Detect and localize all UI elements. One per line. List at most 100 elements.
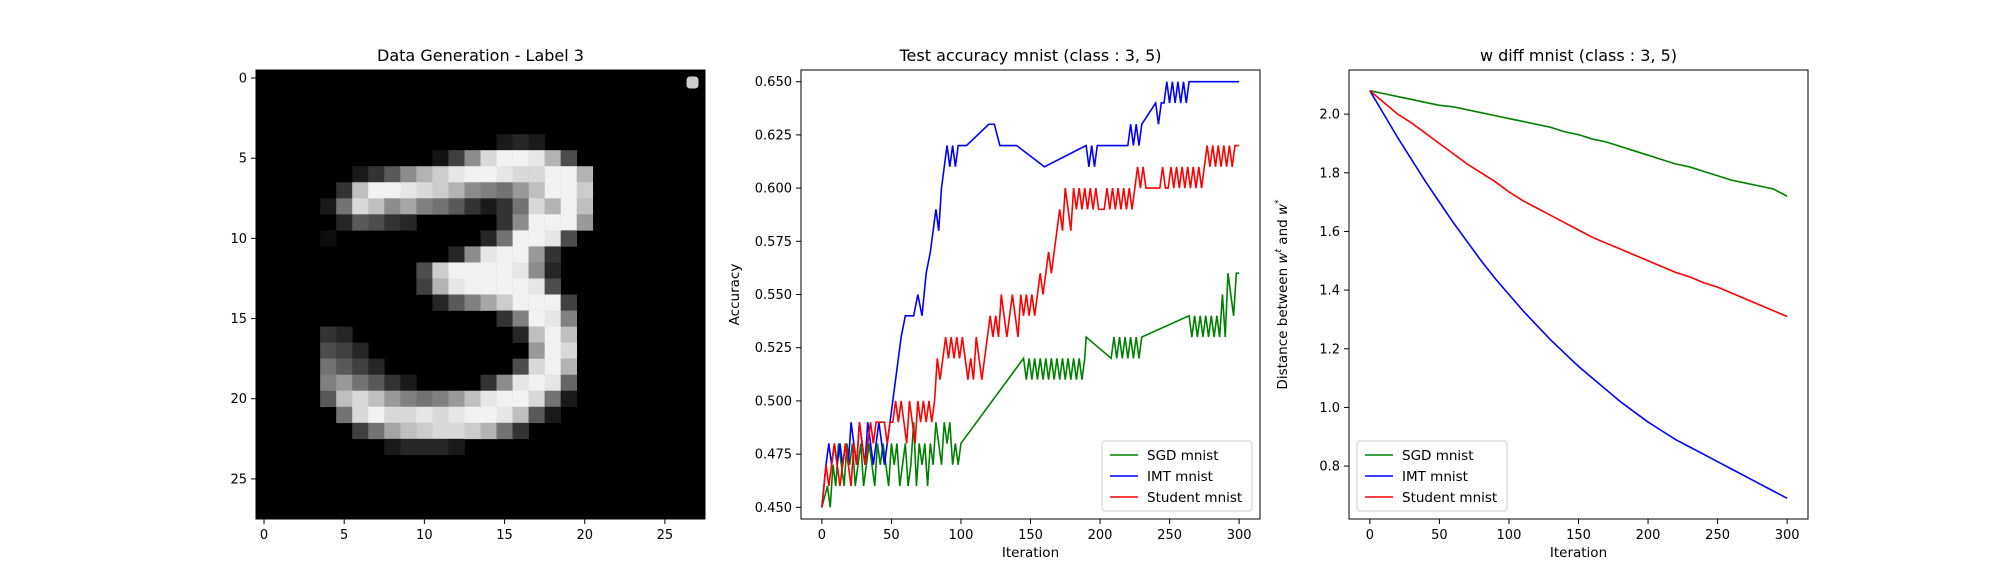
image-pixel (336, 326, 353, 343)
y-axis-label-superscript-star: * (1274, 199, 1284, 204)
image-pixel (512, 358, 529, 375)
image-pixel (448, 262, 465, 279)
image-pixel (544, 166, 561, 183)
axis-ticks: 0 50 100 150 200 250 300 0.450 0.475 0.500 0.525 0.… (755, 75, 1252, 543)
image-pixel (496, 390, 513, 408)
image-pixel (528, 214, 545, 231)
image-pixel (544, 214, 561, 231)
y-tick-label: 0.500 (755, 394, 792, 409)
image-pixel (368, 374, 385, 392)
image-pixel (464, 406, 481, 424)
image-pixel (512, 294, 529, 311)
panel-title: Data Generation - Label 3 (377, 46, 584, 65)
x-tick-label: 150 (1018, 528, 1043, 543)
x-tick-label: 10 (416, 528, 433, 543)
image-pixel (560, 294, 578, 311)
y-tick-label: 0.625 (755, 128, 792, 143)
image-pixel (384, 374, 401, 392)
image-pixel (400, 422, 417, 440)
image-pixel (480, 166, 497, 183)
y-tick-label: 15 (230, 312, 247, 327)
x-tick-label: 100 (1497, 528, 1522, 543)
image-pixel (560, 182, 578, 199)
legend-label: IMT mnist (1402, 469, 1468, 485)
image-pixel (544, 326, 561, 343)
image-pixel (416, 182, 433, 199)
x-tick-label: 50 (1431, 528, 1448, 543)
image-pixel (448, 406, 465, 424)
image-pixel (528, 182, 545, 199)
image-pixel (464, 294, 481, 311)
image-pixel (336, 214, 353, 231)
image-pixel (464, 198, 481, 215)
image-pixel (560, 342, 578, 359)
x-axis-label: Iteration (1002, 545, 1059, 561)
image-pixel (464, 182, 481, 199)
image-pixel (528, 406, 545, 424)
image-pixel (496, 230, 513, 247)
image-pixel (528, 390, 545, 408)
image-pixel (448, 390, 465, 408)
y-tick-label: 5 (239, 152, 247, 167)
series-line-imt-mnist (1369, 90, 1788, 500)
image-pixel (528, 230, 545, 247)
image-pixel (368, 182, 385, 199)
image-pixel (544, 390, 561, 408)
image-pixel (384, 438, 401, 456)
y-tick-label: 20 (230, 392, 247, 407)
image-pixel (496, 246, 513, 263)
image-pixel (512, 374, 529, 392)
image-pixel (544, 374, 561, 392)
image-pixel (352, 422, 369, 440)
image-pixel (432, 166, 449, 183)
image-pixel (336, 406, 353, 424)
image-pixel (528, 166, 545, 183)
image-pixel (512, 246, 529, 263)
image-pixel (560, 374, 578, 392)
image-pixel (576, 182, 594, 199)
image-pixel (480, 246, 497, 263)
image-pixel (336, 342, 353, 359)
legend-label: IMT mnist (1147, 469, 1213, 485)
image-pixel (576, 166, 594, 183)
image-pixel (368, 214, 385, 231)
w-diff-chart-panel: w diff mnist (class : 3, 5) 0 50 100 150 200… (1274, 46, 1809, 561)
image-pixel (544, 342, 561, 359)
image-pixel (416, 198, 433, 215)
image-pixel (400, 374, 417, 392)
image-pixel (496, 198, 513, 215)
image-pixel (448, 198, 465, 215)
image-pixel (560, 358, 578, 375)
image-pixel (512, 166, 529, 183)
image-pixel (448, 166, 465, 183)
image-pixel (480, 406, 497, 424)
image-pixel (544, 294, 561, 311)
y-tick-label: 1.6 (1319, 225, 1340, 240)
image-pixel (352, 390, 369, 408)
image-pixel (320, 358, 337, 375)
x-tick-label: 200 (1088, 528, 1113, 543)
x-tick-label: 20 (576, 528, 593, 543)
image-pixel (464, 278, 481, 295)
image-pixel (496, 182, 513, 199)
image-pixel (480, 262, 497, 279)
image-pixel (480, 390, 497, 408)
image-pixel (400, 198, 417, 215)
image-pixel (352, 406, 369, 424)
y-axis-label-prefix: Distance between (1275, 264, 1291, 390)
image-pixel (512, 278, 529, 295)
image-pixel (528, 246, 545, 263)
x-tick-label: 250 (1705, 528, 1730, 543)
axis-ticks: 0 50 100 150 200 250 300 0.8 1.0 1.2 1.4 1.6 1.8 2.0 (1319, 108, 1799, 543)
image-pixel (544, 278, 561, 295)
image-pixel (512, 390, 529, 408)
image-pixel (416, 166, 433, 183)
image-pixel (432, 198, 449, 215)
image-pixel (432, 406, 449, 424)
image-pixel (352, 358, 369, 375)
image-pixel (512, 134, 529, 151)
image-pixel (496, 262, 513, 279)
accuracy-chart-panel: Test accuracy mnist (class : 3, 5) 0 50 10… (727, 46, 1261, 561)
image-pixel (560, 326, 578, 343)
image-pixel (496, 134, 513, 151)
